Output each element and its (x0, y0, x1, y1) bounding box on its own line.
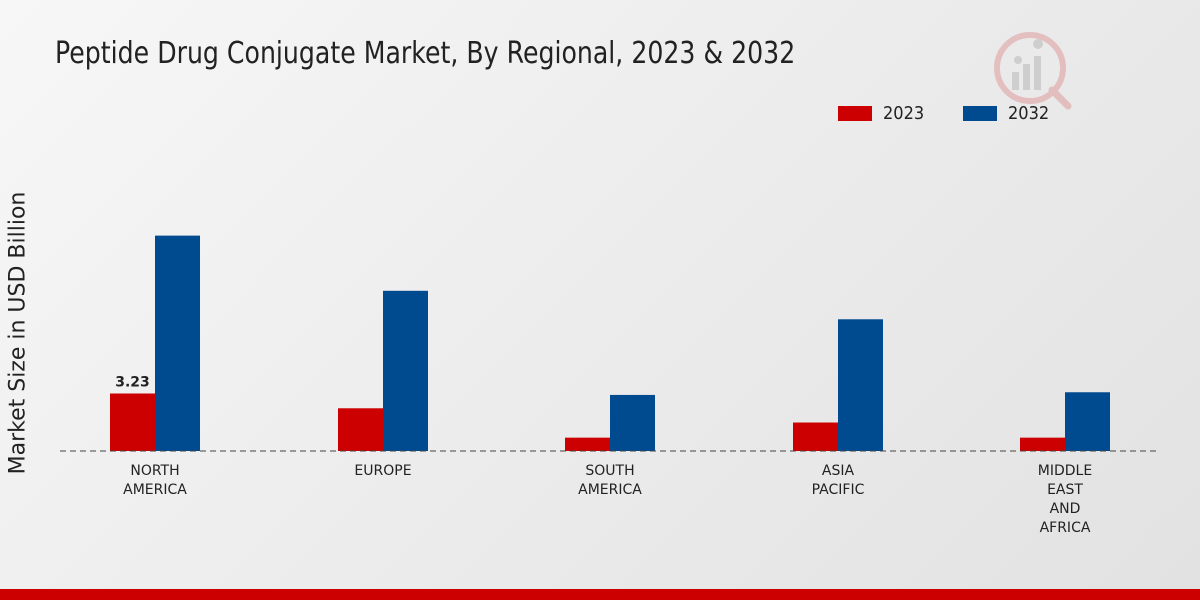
x-tick-label-2-1: AMERICA (578, 482, 642, 498)
bar-2032-3 (838, 319, 883, 451)
x-tick-label-2-0: SOUTH (585, 463, 634, 479)
bar-2032-2 (610, 394, 655, 451)
x-tick-label-0-1: AMERICA (123, 482, 187, 498)
data-label-0: 3.23 (115, 375, 150, 391)
x-tick-label-4-1: EAST (1047, 482, 1083, 498)
x-tick-label-4-3: AFRICA (1040, 520, 1091, 536)
bar-2032-1 (383, 290, 428, 451)
watermark-logo-icon (994, 32, 1072, 110)
legend-label-2023: 2023 (883, 103, 925, 124)
bar-2023-3 (793, 422, 838, 451)
legend: 2023 2032 (838, 103, 1088, 124)
bar-2023-2 (565, 437, 610, 451)
legend-item-2032: 2032 (962, 103, 1054, 124)
legend-label-2032: 2032 (1007, 103, 1050, 124)
x-tick-label-3-0: ASIA (822, 463, 855, 479)
legend-swatch-2023 (838, 106, 872, 121)
x-tick-label-1-0: EUROPE (354, 463, 411, 479)
x-tick-label-4-2: AND (1050, 501, 1081, 517)
bottom-accent-bar (0, 589, 1200, 600)
legend-swatch-2032 (962, 106, 997, 121)
x-tick-label-4-0: MIDDLE (1038, 463, 1092, 479)
bar-2023-1 (338, 408, 383, 451)
x-tick-label-3-1: PACIFIC (812, 482, 865, 498)
bar-2032-4 (1065, 392, 1110, 451)
legend-item-2023: 2023 (838, 103, 929, 124)
bar-2023-0 (110, 393, 155, 451)
x-tick-label-0-0: NORTH (130, 463, 179, 479)
chart-title: Peptide Drug Conjugate Market, By Region… (55, 36, 796, 71)
bar-2023-4 (1020, 437, 1065, 451)
bar-2032-0 (155, 235, 200, 451)
